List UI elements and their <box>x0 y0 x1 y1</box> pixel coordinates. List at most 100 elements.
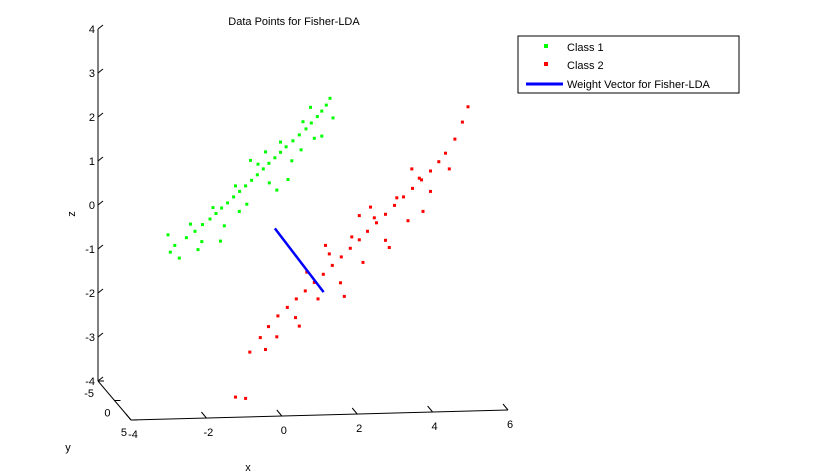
z-tick-label: -2 <box>85 288 95 300</box>
data-point <box>453 137 457 141</box>
data-point <box>330 263 334 267</box>
data-point <box>258 336 262 340</box>
y-tick-label: -5 <box>84 388 94 400</box>
data-point <box>429 169 432 173</box>
data-point <box>299 148 303 152</box>
data-point <box>294 316 297 320</box>
data-point <box>286 178 290 181</box>
z-tick-label: -3 <box>85 332 95 344</box>
z-tick-label: 0 <box>89 200 95 212</box>
z-tick <box>97 244 104 250</box>
z-tick <box>97 24 104 30</box>
legend-label-weight-vector: Weight Vector for Fisher-LDA <box>567 79 711 91</box>
data-point <box>189 222 192 226</box>
data-point <box>214 212 218 215</box>
legend-entry-class-1: Class 1 <box>544 42 604 54</box>
data-point <box>248 350 252 354</box>
data-point <box>393 203 396 207</box>
x-tick-label: -2 <box>204 427 214 439</box>
data-point <box>421 209 425 213</box>
legend-label-class-1: Class 1 <box>567 42 604 54</box>
data-point <box>285 305 289 309</box>
z-axis-label: z <box>66 211 78 217</box>
data-point <box>324 243 327 247</box>
data-point <box>244 184 248 188</box>
z-tick <box>97 112 104 118</box>
data-points <box>166 96 470 400</box>
data-point <box>324 103 328 107</box>
data-point <box>375 221 378 225</box>
data-point <box>312 136 316 140</box>
x-axis-line <box>130 409 509 421</box>
x-tick <box>276 409 283 417</box>
z-tick <box>97 376 104 382</box>
data-point <box>275 188 279 192</box>
data-point <box>244 396 248 400</box>
data-point <box>429 189 432 193</box>
legend-entry-weight-vector: Weight Vector for Fisher-LDA <box>526 79 711 91</box>
x-tick-label: 4 <box>432 421 438 433</box>
data-point <box>219 239 222 243</box>
data-point <box>177 256 181 260</box>
data-point <box>301 120 305 124</box>
data-point <box>447 167 451 171</box>
data-point <box>410 167 414 171</box>
data-point <box>275 335 279 339</box>
data-point <box>273 156 277 160</box>
data-point <box>237 209 241 213</box>
data-point <box>168 250 172 254</box>
data-point <box>222 224 226 228</box>
data-point <box>267 325 270 329</box>
legend-entry-class-2: Class 2 <box>544 60 604 72</box>
data-point <box>309 121 313 125</box>
legend-marker-class-2 <box>544 62 548 66</box>
data-point <box>348 246 352 250</box>
y-tick-label: 0 <box>104 408 110 420</box>
legend-label-class-2: Class 2 <box>567 60 604 72</box>
weight-vector-line <box>273 227 325 293</box>
data-point <box>200 240 204 244</box>
data-point <box>328 96 332 100</box>
data-point <box>291 139 295 143</box>
z-tick <box>97 68 104 74</box>
data-point <box>384 212 387 216</box>
data-point <box>249 158 252 162</box>
data-point <box>255 173 259 177</box>
x-tick <box>502 403 509 411</box>
data-point <box>411 186 414 190</box>
data-point <box>290 159 294 163</box>
data-point <box>267 161 271 165</box>
z-tick <box>97 288 104 294</box>
data-point <box>166 233 170 237</box>
data-point <box>303 289 307 293</box>
data-point <box>339 255 343 259</box>
data-point <box>331 116 335 120</box>
x-tick-label: 6 <box>507 419 513 431</box>
x-tick-label: -4 <box>128 429 138 441</box>
data-point <box>250 178 254 182</box>
data-point <box>444 151 447 155</box>
data-point <box>297 324 301 328</box>
data-point <box>256 162 260 166</box>
x-axis-label: x <box>245 462 251 474</box>
z-tick-label: 4 <box>89 24 95 36</box>
data-point <box>196 248 200 252</box>
data-point <box>420 178 423 182</box>
data-point <box>437 160 441 164</box>
data-point <box>184 236 188 240</box>
data-point <box>339 281 342 285</box>
data-point <box>350 235 354 239</box>
data-point <box>279 150 282 154</box>
x-tick-label: 2 <box>356 423 362 435</box>
data-point <box>232 195 236 199</box>
data-point <box>264 348 267 351</box>
legend: Class 1 Class 2 Weight Vector for Fisher… <box>517 35 740 94</box>
data-point <box>304 127 308 131</box>
y-axis-label: y <box>65 442 71 454</box>
data-point <box>211 206 215 210</box>
x-tick-label: 0 <box>281 425 287 437</box>
y-tick-label: 5 <box>121 427 127 439</box>
data-point <box>309 105 312 109</box>
z-tick <box>97 200 104 206</box>
